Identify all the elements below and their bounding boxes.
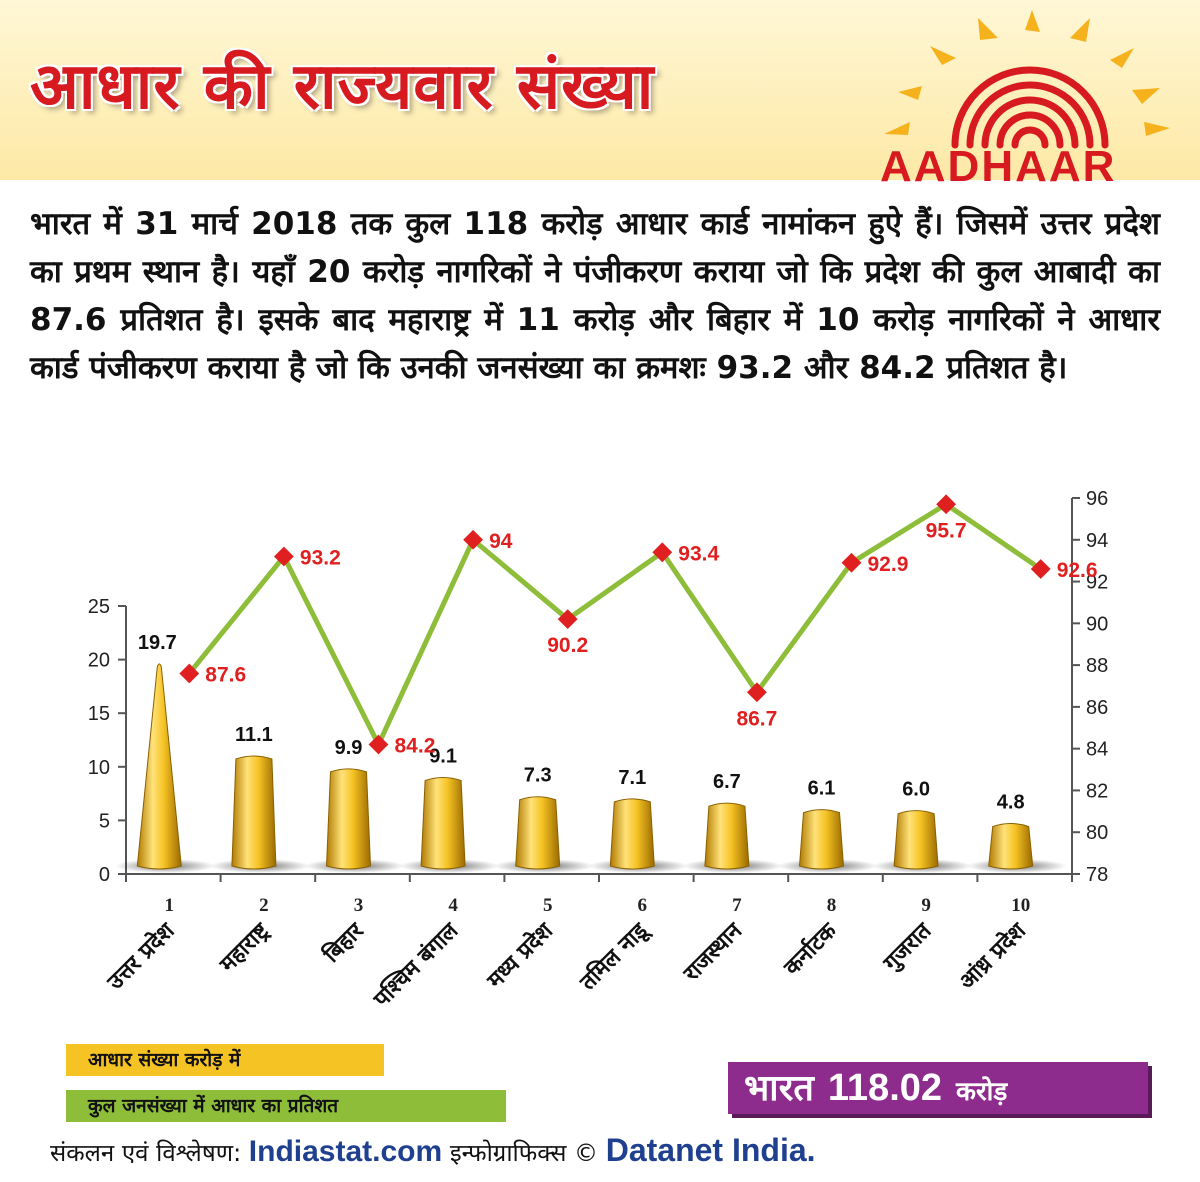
- bar-cone: [420, 776, 466, 870]
- y-tick-label-left: 20: [88, 650, 110, 672]
- y-tick-label-right: 92: [1086, 572, 1108, 594]
- line-value-label: 92.9: [868, 553, 909, 576]
- line-value-label: 90.2: [547, 634, 588, 657]
- line-value-label: 84.2: [395, 734, 436, 757]
- y-tick-label-right: 88: [1086, 655, 1108, 677]
- state-name-label: मध्य प्रदेश: [481, 916, 559, 994]
- y-tick-label-right: 86: [1086, 697, 1108, 719]
- y-tick-label-left: 0: [99, 864, 110, 886]
- state-name-label: पश्चिम बंगाल: [367, 916, 464, 1013]
- x-tick-label: 10: [1011, 895, 1030, 916]
- bar-value-label: 19.7: [138, 632, 177, 654]
- bar-cone: [325, 768, 372, 870]
- x-tick-label: 2: [259, 895, 269, 916]
- footer-brand-indiastat: Indiastat.com: [248, 1135, 443, 1168]
- logo-text: AADHAAR: [880, 142, 1117, 191]
- aadhaar-logo: [884, 10, 1170, 149]
- bar-value-label: 9.1: [429, 745, 457, 767]
- y-tick-label-right: 94: [1086, 530, 1108, 552]
- y-tick-label-right: 82: [1086, 780, 1108, 802]
- total-badge: भारत 118.02 करोड़: [728, 1062, 1148, 1114]
- y-tick-label-right: 78: [1086, 864, 1108, 886]
- line-marker: [368, 734, 389, 755]
- y-tick-label-right: 96: [1086, 488, 1108, 510]
- footer-prefix: संकलन एवं विश्लेषण:: [50, 1139, 242, 1167]
- line-marker: [1030, 559, 1051, 579]
- fingerprint-icon: [951, 66, 1109, 149]
- x-tick-label: 4: [448, 895, 458, 916]
- bar-value-label: 6.0: [902, 779, 930, 801]
- bar-cone: [704, 802, 750, 870]
- bar-cone: [798, 809, 845, 870]
- bar-value-label: 6.7: [713, 771, 741, 793]
- state-name-label: तमिल नाडू: [574, 916, 655, 997]
- state-name-label: कर्नाटक: [778, 916, 843, 981]
- x-tick-label: 6: [638, 895, 648, 916]
- line-value-label: 94: [489, 530, 513, 553]
- x-tick-label: 9: [921, 895, 931, 916]
- bar-cone: [515, 796, 561, 870]
- page-title: आधार की राज्यवार संख्या: [30, 50, 655, 124]
- x-tick-label: 8: [827, 895, 837, 916]
- sun-rays: [884, 10, 1170, 136]
- line-value-label: 93.2: [300, 546, 341, 569]
- x-tick-label: 7: [732, 895, 742, 916]
- state-name-label: बिहार: [317, 916, 369, 968]
- bar-value-label: 6.1: [808, 778, 836, 800]
- bar-value-label: 9.9: [335, 737, 363, 759]
- y-tick-label-left: 25: [88, 596, 110, 618]
- footer-brand-datanet: Datanet India.: [605, 1132, 816, 1168]
- bar-value-label: 7.3: [524, 765, 552, 787]
- y-tick-label-left: 5: [99, 810, 110, 832]
- bar-value-label: 4.8: [997, 792, 1025, 814]
- line-value-label: 87.6: [205, 663, 246, 686]
- line-value-label: 86.7: [736, 707, 777, 730]
- intro-paragraph: भारत में 31 मार्च 2018 तक कुल 118 करोड़ …: [30, 206, 1160, 386]
- state-name-label: गुजरात: [878, 918, 938, 978]
- bar-cone: [231, 755, 277, 870]
- y-tick-label-left: 10: [88, 757, 110, 779]
- state-name-label: महाराष्ट्र: [215, 918, 275, 978]
- y-tick-label-right: 90: [1086, 613, 1108, 635]
- percentage-line: [187, 501, 1043, 747]
- state-name-label: उत्तर प्रदेश: [101, 916, 180, 995]
- bar-value-label: 11.1: [235, 724, 273, 746]
- y-tick-label-right: 84: [1086, 739, 1108, 761]
- y-tick-label-left: 15: [88, 703, 110, 725]
- legend-bar-series: आधार संख्या करोड़ में: [66, 1044, 384, 1076]
- x-tick-label: 1: [165, 895, 175, 916]
- line-value-label: 93.4: [678, 542, 719, 565]
- line-value-label: 95.7: [926, 519, 967, 542]
- total-label: भारत: [744, 1068, 814, 1109]
- x-tick-label: 5: [543, 895, 553, 916]
- x-tick-label: 3: [354, 895, 364, 916]
- bar-value-label: 7.1: [618, 767, 646, 789]
- legend-line-series: कुल जनसंख्या में आधार का प्रतिशत: [66, 1090, 506, 1122]
- footer-middle: इन्फोग्राफिक्स ©: [449, 1139, 599, 1167]
- line-marker: [179, 663, 200, 684]
- bar-cone: [893, 810, 939, 870]
- total-value: 118.02: [827, 1067, 943, 1109]
- bar-cone: [988, 823, 1034, 870]
- footer-credit: संकलन एवं विश्लेषण: Indiastat.com इन्फोग…: [50, 1132, 1180, 1169]
- state-name-label: राजस्थान: [678, 918, 747, 987]
- bar-cone: [609, 798, 655, 870]
- bar-cone: [136, 663, 182, 870]
- total-unit: करोड़: [956, 1077, 1008, 1107]
- y-tick-label-right: 80: [1086, 822, 1108, 844]
- state-name-label: आंध्र प्रदेश: [953, 916, 1031, 994]
- line-marker: [557, 609, 578, 630]
- line-value-label: 92.6: [1057, 559, 1098, 582]
